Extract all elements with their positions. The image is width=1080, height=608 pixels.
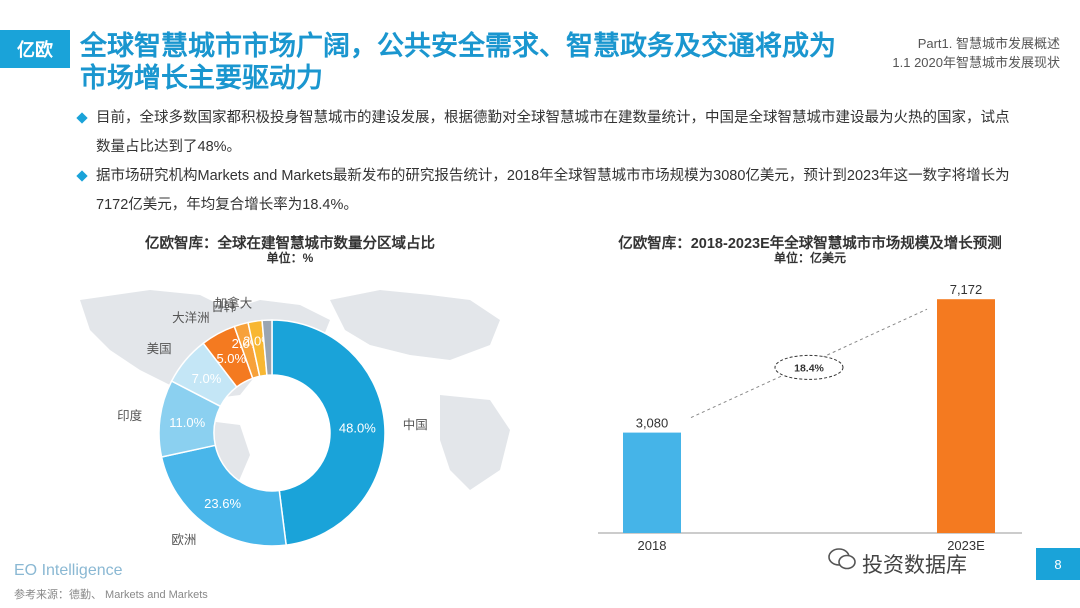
eo-logo: 亿欧	[0, 30, 70, 68]
bar-value-label: 7,172	[950, 282, 983, 297]
bar-category-label: 2018	[638, 538, 667, 553]
slice-value-label: 7.0%	[192, 371, 222, 386]
bullet-list: 目前，全球多数国家都积极投身智慧城市的建设发展，根据德勤对全球智慧城市在建数量统…	[76, 104, 1016, 220]
bar-chart: 3,080 2018 7,172 2023E 18.4%	[598, 282, 1022, 553]
slice-value-label: 23.6%	[204, 496, 241, 511]
world-map-background	[80, 290, 510, 500]
slice-value-label: 48.0%	[339, 421, 376, 436]
watermark-text: 投资数据库	[862, 554, 967, 577]
donut-slice	[261, 319, 273, 377]
slice-category-label: 中国	[403, 417, 428, 432]
slice-category-label: 加拿大	[215, 295, 253, 310]
slice-category-label: 日韩	[211, 299, 236, 314]
slice-category-label: 欧洲	[171, 533, 196, 547]
slice-value-label: 5.0%	[216, 351, 246, 366]
footer-source: 参考来源：德勤、 Markets and Markets	[14, 589, 208, 601]
part-label: Part1. 智慧城市发展概述	[917, 36, 1060, 51]
bar-category-label: 2023E	[947, 538, 985, 553]
bullet-text: 据市场研究机构Markets and Markets最新发布的研究报告统计，20…	[96, 168, 1010, 213]
bar-chart-title: 亿欧智库：2018-2023E年全球智慧城市市场规模及增长预测	[618, 236, 1002, 252]
bar-2023E	[937, 299, 995, 533]
page-title: 全球智慧城市市场广阔，公共安全需求、智慧政务及交通将成为市场增长主要驱动力	[80, 31, 836, 93]
bullet-text: 目前，全球多数国家都积极投身智慧城市的建设发展，根据德勤对全球智慧城市在建数量统…	[96, 110, 1010, 155]
footer-brand: EO Intelligence	[14, 562, 123, 579]
cagr-ellipse	[774, 354, 844, 380]
bullet-item: 据市场研究机构Markets and Markets最新发布的研究报告统计，20…	[76, 162, 1016, 220]
bar-chart-unit: 单位：亿美元	[773, 251, 846, 265]
bullet-item: 目前，全球多数国家都积极投身智慧城市的建设发展，根据德勤对全球智慧城市在建数量统…	[76, 104, 1016, 162]
donut-slice	[160, 444, 288, 547]
section-label: 1.1 2020年智慧城市发展现状	[892, 55, 1060, 70]
slice-value-label: 11.0%	[169, 415, 205, 430]
slice-category-label: 印度	[117, 408, 143, 423]
donut-slice	[271, 319, 386, 546]
page-number: 8	[1036, 548, 1080, 580]
wechat-icon	[828, 548, 856, 570]
growth-trend-line	[690, 308, 928, 419]
donut-chart-unit: 单位：%	[266, 251, 314, 265]
donut-chart: 48.0% 中国23.6%欧洲11.0%印度7.0%美国5.0%大洋洲2.0%日韩…	[117, 295, 428, 546]
cagr-label: 18.4%	[794, 362, 824, 374]
section-breadcrumb: Part1. 智慧城市发展概述 1.1 2020年智慧城市发展现状	[892, 34, 1060, 72]
bar-value-label: 3,080	[636, 416, 669, 431]
logo-text: 亿欧	[17, 40, 53, 60]
donut-chart-title: 亿欧智库：全球在建智慧城市数量分区域占比	[145, 236, 435, 252]
slice-category-label: 大洋洲	[172, 310, 210, 325]
slice-category-label: 美国	[147, 342, 172, 356]
bar-2018	[623, 432, 681, 533]
